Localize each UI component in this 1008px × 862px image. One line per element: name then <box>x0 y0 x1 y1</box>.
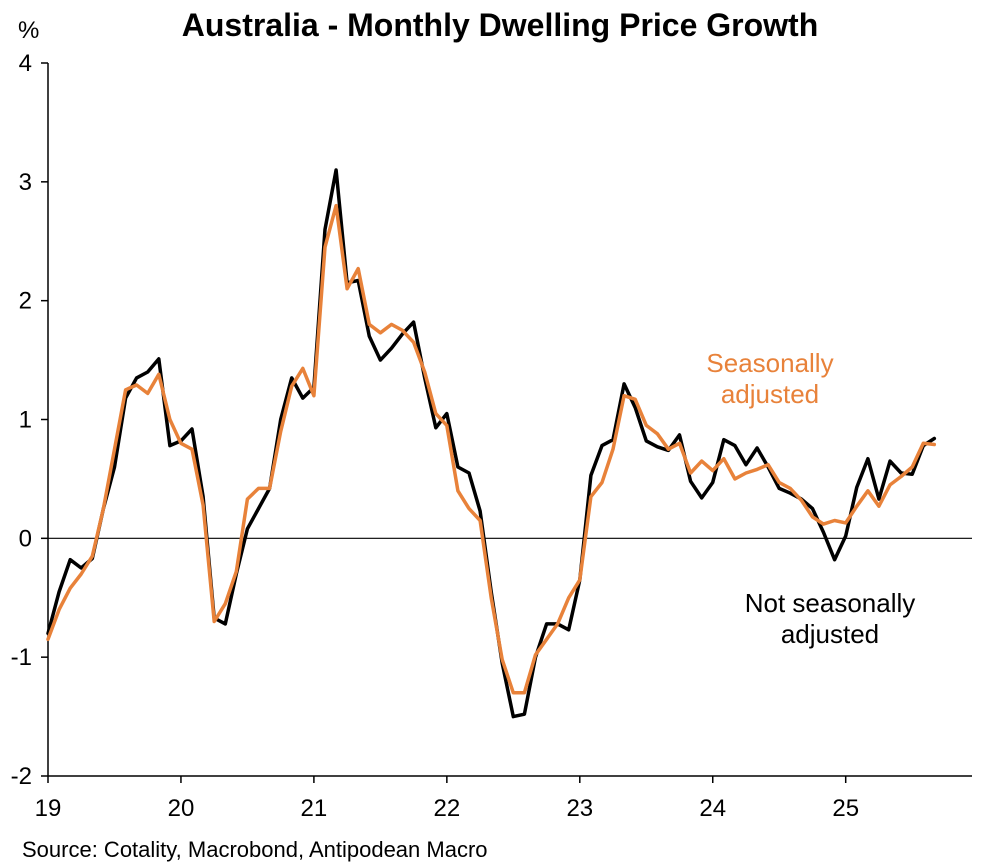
y-axis: -2 -1 0 1 2 3 4 <box>11 50 49 790</box>
y-tick-label: 4 <box>19 50 32 77</box>
y-tick-label: 0 <box>19 525 32 552</box>
y-tick-label: -1 <box>11 644 32 671</box>
annotation-nsa: Not seasonally adjusted <box>745 588 916 649</box>
source-note: Source: Cotality, Macrobond, Antipodean … <box>22 837 488 862</box>
annotation-line: adjusted <box>721 379 819 409</box>
y-tick-label: 3 <box>19 169 32 196</box>
x-tick-label: 21 <box>301 795 328 822</box>
x-tick-label: 19 <box>35 795 62 822</box>
x-tick-label: 23 <box>566 795 593 822</box>
y-tick-label: -2 <box>11 763 32 790</box>
x-axis: 19 20 21 22 23 24 25 <box>35 775 972 822</box>
x-tick-label: 22 <box>433 795 460 822</box>
annotation-sa: Seasonally adjusted <box>706 348 833 409</box>
annotation-line: adjusted <box>781 619 879 649</box>
chart-title: Australia - Monthly Dwelling Price Growt… <box>182 7 819 43</box>
y-axis-unit-label: % <box>18 17 39 44</box>
series-line-sa <box>46 203 937 695</box>
x-tick-label: 24 <box>699 795 726 822</box>
x-tick-label: 25 <box>832 795 859 822</box>
annotation-line: Not seasonally <box>745 588 916 618</box>
series-layer <box>46 168 937 719</box>
x-tick-label: 20 <box>168 795 195 822</box>
y-tick-label: 2 <box>19 288 32 315</box>
y-tick-label: 1 <box>19 407 32 434</box>
annotation-line: Seasonally <box>706 348 833 378</box>
